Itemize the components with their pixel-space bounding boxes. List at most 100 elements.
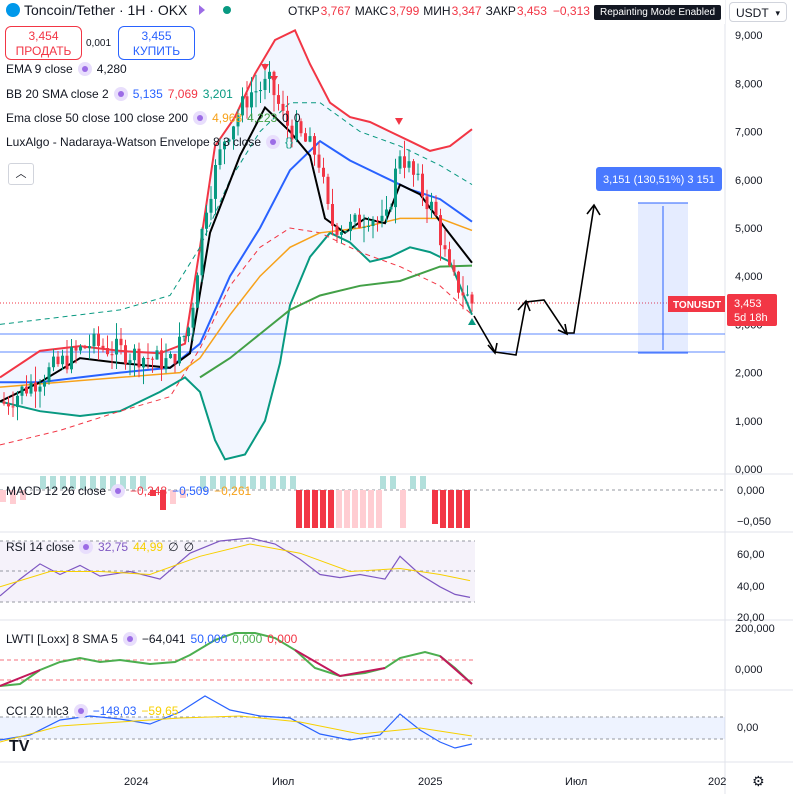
macd-bar bbox=[220, 476, 226, 489]
flag-icon[interactable] bbox=[199, 5, 206, 15]
price-tick-label: 1,000 bbox=[735, 416, 763, 428]
candle-body bbox=[164, 358, 168, 370]
ton-diamond-icon bbox=[6, 3, 20, 17]
candle-body bbox=[92, 333, 96, 347]
visibility-eye-icon[interactable] bbox=[266, 135, 281, 149]
visibility-eye-icon[interactable] bbox=[193, 111, 208, 125]
visibility-eye-icon[interactable] bbox=[73, 704, 88, 718]
indicator-title: CCI 20 hlc3 bbox=[6, 704, 69, 718]
arrow-head bbox=[487, 342, 498, 355]
indicator-value: 4,280 bbox=[96, 62, 127, 76]
macd-bar bbox=[320, 490, 326, 528]
cci-legend[interactable]: CCI 20 hlc3 −148,03 −59,65 bbox=[6, 704, 178, 718]
buy-button[interactable]: 3,455 КУПИТЬ bbox=[118, 26, 195, 60]
candle-body bbox=[236, 115, 240, 127]
candle-body bbox=[173, 354, 177, 364]
indicator-value: −0,509 bbox=[172, 484, 210, 498]
macd-bar bbox=[120, 476, 126, 489]
candle-body bbox=[101, 345, 105, 348]
candle-body bbox=[34, 382, 37, 392]
candle-body bbox=[160, 350, 163, 370]
buy-label: КУПИТЬ bbox=[132, 44, 181, 58]
indicator-legend-row[interactable]: Ema close 50 close 100 close 200 4,968 4,2… bbox=[6, 111, 301, 125]
candle-body bbox=[110, 354, 114, 356]
sell-signal-marker bbox=[395, 118, 403, 125]
lwti-line-down bbox=[0, 669, 41, 687]
sell-button[interactable]: 3,454 ПРОДАТЬ bbox=[5, 26, 82, 60]
candle-body bbox=[151, 358, 154, 360]
candle-body bbox=[290, 125, 294, 140]
arrow-head bbox=[517, 299, 531, 312]
symbol-tag bbox=[668, 296, 725, 312]
currency-select[interactable]: USDT ▾ bbox=[729, 2, 787, 22]
indicator-legend-row[interactable]: BB 20 SMA close 2 5,135 7,069 3,201 bbox=[6, 87, 233, 101]
visibility-eye-icon[interactable] bbox=[122, 632, 137, 646]
candle-body bbox=[11, 406, 15, 408]
candle-body bbox=[115, 338, 118, 355]
candle-body bbox=[88, 346, 91, 349]
indicator-value: −148,03 bbox=[92, 704, 137, 718]
macd-legend[interactable]: MACD 12 26 close −0,248 −0,509 −0,261 bbox=[6, 484, 251, 498]
candle-body bbox=[434, 201, 438, 216]
price-tick-label: 6,000 bbox=[735, 175, 763, 187]
candle-body bbox=[250, 92, 253, 108]
indicator-value: −59,65 bbox=[141, 704, 179, 718]
rsi-ma-line bbox=[0, 543, 471, 588]
candle-body bbox=[124, 345, 127, 364]
indicator-value: 7,069 bbox=[167, 87, 198, 101]
candle-body bbox=[43, 381, 46, 387]
macd-bar bbox=[312, 490, 318, 528]
candle-body bbox=[421, 173, 424, 197]
candle-body bbox=[191, 307, 195, 328]
spread-value: 0,001 bbox=[86, 38, 112, 49]
visibility-eye-icon[interactable] bbox=[113, 87, 128, 101]
sell-signal-marker bbox=[261, 64, 269, 71]
ema100-line bbox=[199, 264, 473, 379]
macd-bar bbox=[420, 476, 426, 489]
macd-bar bbox=[50, 476, 56, 489]
last-price-value: 3,453 bbox=[734, 298, 762, 310]
ohlc-value: 3,799 bbox=[389, 4, 420, 18]
candle-body bbox=[362, 226, 366, 228]
candle-body bbox=[79, 346, 82, 351]
macd-bar bbox=[150, 490, 156, 496]
candle-body bbox=[389, 207, 393, 210]
candle-body bbox=[209, 198, 213, 213]
candle-body bbox=[340, 232, 343, 235]
macd-bar bbox=[328, 490, 334, 528]
indicator-legend-row[interactable]: EMA 9 close 4,280 bbox=[6, 62, 127, 76]
price-tick-label: 5,000 bbox=[735, 223, 763, 235]
visibility-eye-icon[interactable] bbox=[79, 540, 94, 554]
candle-body bbox=[407, 161, 411, 168]
macd-bar bbox=[448, 490, 454, 528]
macd-bar bbox=[200, 476, 206, 489]
candle-body bbox=[425, 196, 429, 210]
indicator-value: 0,000 bbox=[267, 632, 298, 646]
countdown-value: 5d 18h bbox=[734, 312, 768, 324]
symbol-title[interactable]: Toncoin/Tether · 1H · OKX bbox=[6, 2, 232, 18]
candle-body bbox=[367, 226, 370, 227]
macd-bar bbox=[100, 476, 106, 489]
chevron-down-icon: ▾ bbox=[775, 8, 780, 18]
arrow-head bbox=[557, 323, 569, 336]
cci-line bbox=[0, 695, 473, 749]
macd-bar bbox=[280, 476, 286, 489]
rsi-legend[interactable]: RSI 14 close 32,75 44,99 ∅ ∅ bbox=[6, 540, 194, 554]
candle-body bbox=[376, 220, 379, 222]
visibility-eye-icon[interactable] bbox=[111, 484, 126, 498]
collapse-indicators-button[interactable]: ︿ bbox=[8, 163, 34, 185]
visibility-eye-icon[interactable] bbox=[77, 62, 92, 76]
buy-price: 3,455 bbox=[141, 29, 172, 43]
macd-bar bbox=[90, 476, 96, 489]
cci-band bbox=[0, 717, 725, 739]
settings-gear-icon[interactable]: ⚙ bbox=[752, 773, 765, 789]
indicator-legend-row[interactable]: LuxAlgo - Nadaraya-Watson Envelope 8 3 c… bbox=[6, 135, 293, 149]
candle-body bbox=[326, 176, 330, 204]
bb-lower-line bbox=[0, 231, 473, 461]
candle-body bbox=[128, 360, 132, 364]
candle-body bbox=[241, 96, 244, 116]
lwti-legend[interactable]: LWTI [Loxx] 8 SMA 5 −64,041 50,000 0,000 0,0… bbox=[6, 632, 297, 646]
tradingview-logo: TV bbox=[9, 738, 30, 755]
indicator-value: 0 bbox=[293, 111, 301, 125]
